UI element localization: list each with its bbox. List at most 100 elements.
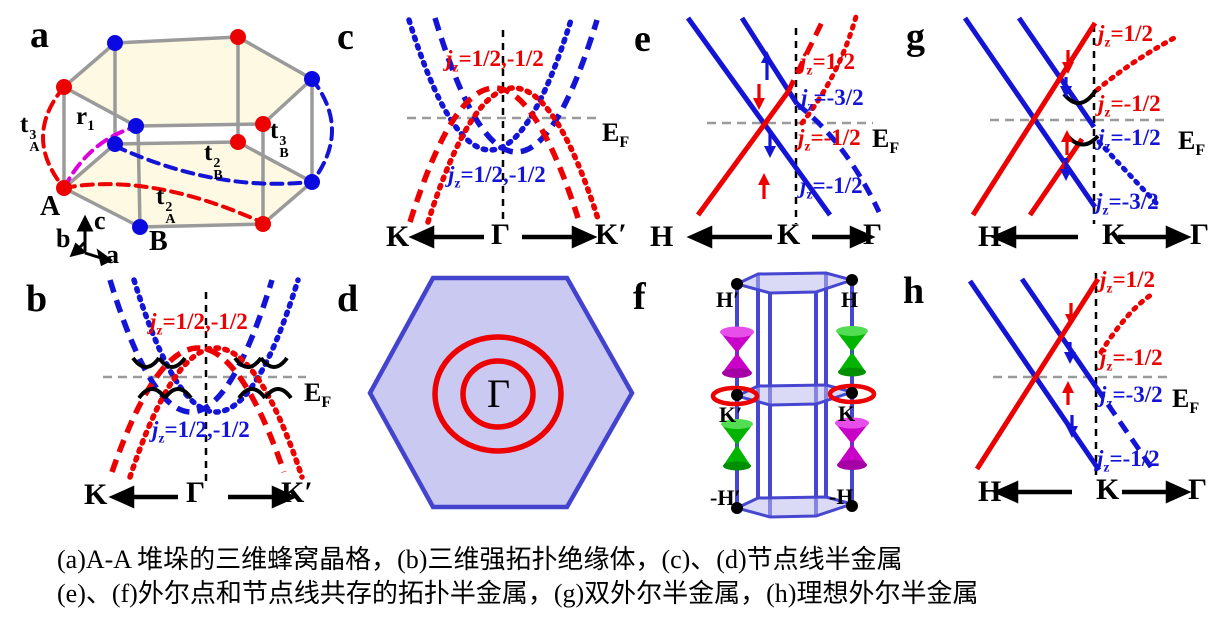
band-red-solid-2 — [1027, 137, 1085, 217]
k-axis-arrows — [108, 485, 298, 509]
axis-point-kprime: K′ — [595, 218, 627, 251]
band-label-jz-upper: jz=1/2,-1/2 — [150, 309, 248, 338]
panel-e-bands — [685, 10, 882, 249]
band-label-jz-1: jz=-1/2 — [1098, 91, 1161, 120]
fermi-level-label: EF — [872, 124, 900, 158]
axis-point-k: K — [777, 218, 801, 251]
vector-r1-curve — [62, 126, 134, 190]
band-blue-solid-1 — [962, 16, 1098, 209]
axis-point-gamma: Γ — [491, 218, 511, 251]
weyl-cone-magenta-lower-right — [835, 417, 869, 470]
panel-d-brillouin-zone — [367, 275, 635, 510]
band-blue-dashed — [795, 102, 882, 214]
spin-arrows — [753, 51, 776, 199]
point-label-h: H — [841, 287, 859, 312]
band-red-dotted — [799, 10, 860, 126]
band-red-dotted — [1094, 34, 1179, 93]
lattice-top-face — [64, 37, 312, 126]
band-label-jz-2: jz=-1/2 — [798, 125, 861, 154]
sublattice-b-sites — [107, 35, 320, 235]
band-red-dotted — [1098, 292, 1154, 355]
point-label-hprime: H′ — [716, 287, 740, 312]
panel-letter-f: f — [633, 276, 646, 318]
axis-point-h: H — [978, 220, 1002, 253]
point-label-neg-hprime: -H′ — [710, 485, 741, 510]
k-axis-arrows — [686, 225, 876, 249]
anticrossing-arcs — [131, 356, 293, 400]
k-axis-arrows — [990, 225, 1192, 249]
axis-label-c: c — [94, 206, 106, 235]
sublattice-a-sites — [56, 29, 271, 232]
panel-letter-h: h — [903, 270, 925, 312]
nodal-ring-outer — [432, 334, 564, 454]
band-label-jz-1: jz=-3/2 — [801, 85, 864, 114]
axis-label-b: b — [56, 224, 71, 253]
band-label-jz-0: jz=1/2 — [800, 49, 856, 78]
band-red-dashed — [785, 16, 827, 94]
fermi-level-label: EF — [304, 378, 332, 412]
band-label-jz-3: jz=-1/2 — [1097, 446, 1160, 475]
band-red-dashed — [109, 345, 287, 473]
point-label-k: K — [838, 401, 856, 426]
point-label-kprime: K′ — [719, 402, 743, 427]
caption-line-2: (e)、(f)外尔点和节点线共存的拓扑半金属，(g)双外尔半金属，(h)理想外尔… — [57, 579, 979, 608]
fermi-level-label: EF — [1178, 126, 1206, 160]
lattice-bottom-face — [64, 142, 312, 227]
caption-line-1: (a)A-A 堆垛的三维蜂窝晶格，(b)三维强拓扑绝缘体，(c)、(d)节点线半… — [57, 545, 903, 574]
spin-arrows — [1060, 50, 1074, 181]
axis-point-k: K — [1096, 473, 1120, 506]
hopping-ta2-curve — [62, 182, 263, 224]
site-label-b: B — [149, 226, 168, 257]
panel-letter-a: a — [30, 14, 49, 56]
k-axis-arrows — [992, 480, 1192, 504]
hopping-curves — [41, 77, 334, 224]
weyl-cone-green-lower-left — [721, 419, 753, 471]
panel-letter-c: c — [337, 16, 354, 58]
band-blue-dashed — [1093, 385, 1154, 469]
panel-a-lattice — [41, 29, 334, 267]
vector-label-r1: r1 — [76, 103, 95, 134]
band-blue-solid-2 — [1016, 16, 1097, 129]
nodal-ring-kprime — [710, 385, 760, 407]
axis-point-k: K — [386, 220, 410, 253]
axis-label-a: a — [106, 240, 119, 269]
panel-c-bands — [406, 17, 602, 249]
band-red-solid — [695, 90, 791, 217]
nodal-ring-k — [827, 383, 877, 405]
fermi-level-label: EF — [602, 118, 630, 152]
panel-h-bands — [967, 273, 1192, 504]
axis-point-gamma: Γ — [186, 476, 206, 509]
band-red-dotted — [127, 345, 305, 480]
band-blue-dotted — [131, 277, 301, 415]
band-label-jz-2: jz=-3/2 — [1100, 382, 1163, 411]
axis-point-k: K — [1102, 218, 1126, 251]
weyl-cone-green-upper-right — [836, 326, 868, 377]
band-label-jz-1: jz=-1/2 — [1100, 345, 1163, 374]
panel-b-bands — [103, 277, 306, 509]
weyl-cone-magenta-upper-left — [720, 326, 754, 378]
band-red-solid-1 — [970, 21, 1098, 217]
band-blue-solid-2 — [1019, 277, 1099, 389]
panel-letter-g: g — [906, 16, 925, 58]
bz-hexagon — [367, 275, 635, 510]
bz-hexagonal-sections — [732, 271, 858, 519]
axis-point-h: H — [650, 220, 674, 253]
nodal-ring-inner — [460, 358, 536, 430]
band-blue-dotted — [1096, 139, 1161, 208]
band-label-jz-upper: jz=1/2,-1/2 — [446, 46, 544, 75]
band-red-dotted — [425, 85, 602, 225]
axis-point-gamma: Γ — [863, 218, 883, 251]
band-label-jz-lower: jz=1/2,-1/2 — [448, 162, 546, 191]
spin-arrows — [1062, 303, 1078, 438]
k-axis-arrows — [408, 225, 598, 249]
panel-letter-b: b — [26, 278, 48, 320]
axis-point-kprime: K′ — [281, 476, 313, 509]
band-blue-dashed — [107, 279, 275, 415]
band-blue-dashed — [432, 17, 600, 155]
